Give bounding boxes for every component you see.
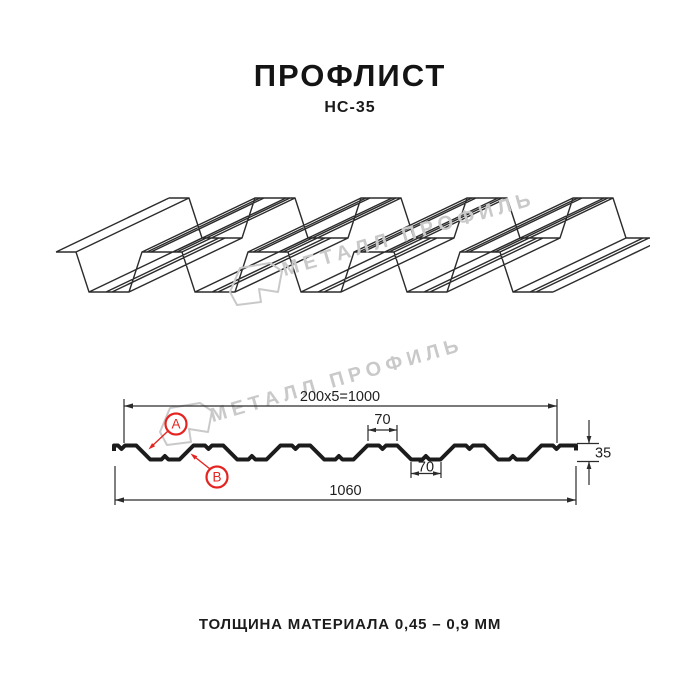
- page-title: ПРОФЛИСТ: [253, 58, 447, 93]
- profile-3d-lines: [55, 197, 650, 293]
- side-markers: A B: [148, 412, 229, 489]
- marker-b-circle: [205, 465, 229, 489]
- marker-a-circle: [164, 412, 188, 436]
- dim-top-label: 200x5=1000: [300, 389, 380, 405]
- dim-flange-label: 70: [374, 412, 390, 428]
- profile-cross-section-drawing: 200x5=1000 70 70 35 1060 A B: [112, 389, 611, 505]
- dim-width-lines: [114, 466, 577, 505]
- marker-b-arrowhead: [190, 453, 198, 460]
- dim-trough-label: 70: [418, 460, 434, 476]
- material-thickness-label: ТОЛЩИНА МАТЕРИАЛА 0,45 – 0,9 ММ: [198, 616, 502, 633]
- cross-section-profile-line: [112, 443, 578, 462]
- marker-a-arrow: [150, 430, 169, 448]
- dimension-lines: [114, 399, 599, 505]
- dim-width-label: 1060: [329, 483, 361, 499]
- dim-height-lines: [577, 420, 599, 485]
- dim-top-lines: [123, 399, 558, 443]
- profile-3d-drawing: [55, 197, 650, 293]
- dim-height-label: 35: [595, 446, 611, 462]
- marker-a-label: A: [171, 417, 180, 432]
- marker-a-arrowhead: [148, 443, 156, 450]
- profile-model-label: НС-35: [324, 99, 376, 116]
- marker-b-label: B: [212, 470, 221, 485]
- dimension-arrowheads: [115, 403, 592, 503]
